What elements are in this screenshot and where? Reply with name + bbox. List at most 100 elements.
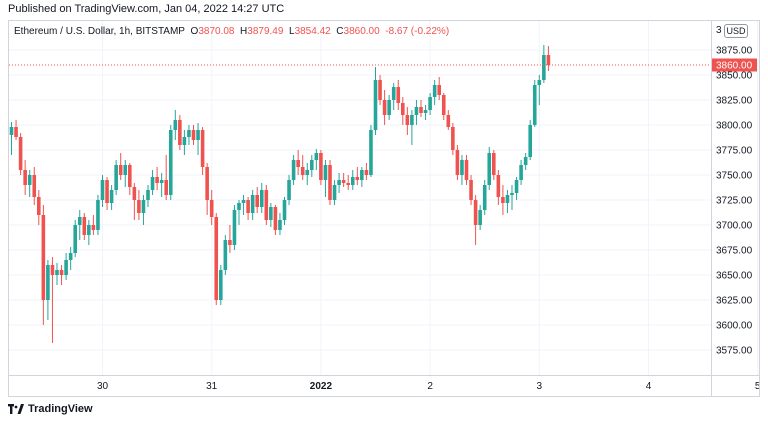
candle-body (332, 185, 337, 200)
candle-body (73, 225, 77, 253)
candle-body (296, 160, 300, 167)
candle (282, 197, 287, 225)
candle-body (523, 157, 528, 165)
candle (364, 163, 369, 180)
candle-body (14, 127, 18, 137)
candle-body (141, 200, 146, 213)
candle (191, 125, 196, 145)
legend-open-label: O (190, 26, 199, 37)
y-tick-label: 3575.00 (716, 346, 753, 357)
y-tick-label: 3600.00 (716, 321, 753, 332)
candle (469, 175, 473, 205)
y-tick-label: 3725.00 (716, 196, 753, 207)
candle-body (123, 165, 128, 175)
candle-body (419, 107, 423, 113)
candle-body (478, 210, 482, 225)
candle (323, 160, 328, 197)
candle (14, 120, 18, 140)
candle-body (451, 127, 455, 150)
candle-body (228, 240, 232, 245)
candle (432, 80, 437, 105)
legend-symbol: Ethereum / U.S. Dollar, 1h, BITSTAMP (14, 26, 185, 37)
candle-body (9, 127, 14, 135)
legend-open-value: 3870.08 (198, 26, 235, 37)
candle (209, 190, 214, 225)
candle (446, 110, 451, 130)
candle (505, 190, 510, 213)
candle (150, 170, 155, 195)
candle (291, 155, 296, 185)
candle-body (437, 85, 441, 95)
candle-body (501, 197, 505, 203)
candle (487, 147, 492, 190)
y-tick-label: 3625.00 (716, 296, 753, 307)
candle (532, 80, 537, 127)
candle (441, 93, 446, 120)
candle (273, 205, 278, 235)
candle (542, 45, 546, 83)
candle-body (255, 195, 259, 207)
candle-body (232, 210, 237, 245)
candle-body (118, 165, 123, 175)
candle-body (460, 160, 464, 175)
candle (501, 185, 505, 215)
candle-body (96, 200, 100, 230)
candle-body (546, 55, 551, 65)
candle-body (191, 130, 196, 140)
candle-body (246, 200, 250, 213)
x-tick-label: 5 (755, 381, 759, 392)
candle-body (168, 130, 173, 195)
x-axis-labels: 30 31 2022 2 3 4 5 (97, 381, 759, 392)
y-tick-label: 3700.00 (716, 221, 753, 232)
candle (510, 185, 514, 210)
candle (187, 125, 191, 145)
candle-body (528, 125, 532, 157)
legend-low-label: L (289, 26, 295, 37)
x-tick-label: 30 (97, 381, 109, 392)
candle-body (18, 137, 23, 170)
x-tick-label: 2 (427, 381, 433, 392)
candle-body (350, 177, 355, 185)
candle-body (264, 190, 269, 220)
candle-body (64, 260, 68, 275)
tradingview-brand[interactable]: TradingView (8, 403, 93, 415)
candle-body (32, 175, 37, 197)
candle (241, 195, 246, 215)
candle-body (68, 253, 73, 260)
candle-body (505, 195, 510, 203)
candle-body (114, 165, 118, 190)
candle-body (310, 160, 314, 170)
candle-body (405, 115, 410, 125)
candle (296, 150, 300, 175)
candle (414, 100, 419, 125)
y-tick-label: 3675.00 (716, 246, 753, 257)
y-tick-label: 3750.00 (716, 171, 753, 182)
candle (37, 190, 41, 225)
candle (314, 149, 319, 170)
candle-body (328, 165, 332, 200)
candle (514, 177, 519, 200)
candle-body (273, 207, 278, 230)
candle-body (87, 225, 91, 235)
candle (464, 155, 469, 185)
candle (214, 213, 219, 305)
candle-body (314, 153, 319, 160)
candle-body (432, 85, 437, 97)
candle (146, 185, 150, 207)
candle (246, 197, 250, 220)
candle-body (187, 130, 191, 137)
price-chart[interactable]: 3575.00 3600.00 3625.00 3650.00 3675.00 3700.… (9, 21, 759, 396)
candle (478, 205, 482, 230)
currency-button[interactable]: USD (724, 24, 748, 38)
candle (451, 123, 455, 155)
candles (9, 45, 551, 343)
candle-body (109, 190, 114, 203)
candle-body (378, 80, 382, 100)
candle-body (355, 177, 360, 180)
candle (278, 213, 282, 235)
candle (373, 67, 378, 135)
candle (68, 247, 73, 270)
candle-body (401, 103, 405, 115)
candle-body (159, 180, 164, 183)
candle-body (305, 170, 310, 175)
